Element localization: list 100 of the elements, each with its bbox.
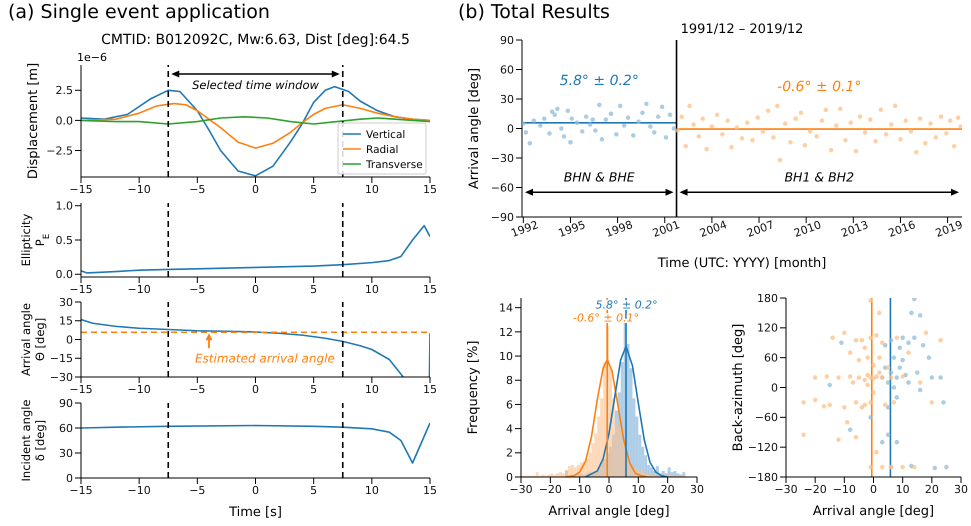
y-tick-label: −2.5 <box>46 144 73 158</box>
y-tick-label: 2 <box>506 446 513 460</box>
y-tick-label: −60 <box>490 181 514 194</box>
y-tick-label: 0.0 <box>56 268 73 282</box>
y-tick-label: 90 <box>500 34 514 47</box>
y-tick-label: −90 <box>490 210 514 224</box>
y-tick-label: 0.5 <box>56 234 73 247</box>
x-tick-label: 15 <box>423 382 437 396</box>
x-tick-label: 0 <box>252 182 259 196</box>
y-tick-label: 8 <box>506 374 513 388</box>
y-tick-label: 30 <box>59 296 73 309</box>
x-tick-label: 20 <box>924 482 939 496</box>
y-axis-title: Arrival angle [deg] <box>467 68 482 190</box>
y-tick-label: 0 <box>66 472 73 485</box>
x-tick-label: 1995 <box>556 218 588 240</box>
legend-label: Transverse <box>365 159 423 171</box>
y-tick-label: −180 <box>748 470 778 484</box>
y-tick-label: 180 <box>757 292 778 305</box>
y-tick-label: 0 <box>507 122 514 136</box>
x-tick-label: 15 <box>423 484 437 497</box>
x-tick-label: −20 <box>804 482 827 496</box>
y-tick-label: 60 <box>764 352 778 365</box>
text: -0.6° ± 0.1° <box>777 79 862 96</box>
x-tick-label: 10 <box>364 382 379 396</box>
x-tick-label: 2010 <box>792 218 824 240</box>
x-tick-label: 5 <box>310 282 318 296</box>
chart-subtitle: 1991/12 – 2019/12 <box>680 22 804 37</box>
y-tick-label: 4 <box>506 422 513 436</box>
chart-title: (b) Total Results <box>458 1 610 23</box>
y-axis-title: Frequency [%] <box>466 340 481 434</box>
annotation: Estimated arrival angle <box>194 351 335 366</box>
x-tick-label: 10 <box>364 182 379 196</box>
x-tick-label: 30 <box>690 482 704 496</box>
x-tick-label: 10 <box>364 282 379 296</box>
y-tick-label: 10 <box>499 350 513 363</box>
text: 5.8° ± 0.2° <box>560 72 639 89</box>
x-tick-label: 0 <box>870 482 877 496</box>
x-tick-label: −10 <box>568 482 592 496</box>
y-tick-label: 30 <box>500 92 514 106</box>
x-tick-label: 15 <box>423 182 437 196</box>
y-tick-label: 0.0 <box>56 114 73 128</box>
x-tick-label: −10 <box>128 282 151 296</box>
y-tick-label: −30 <box>50 370 73 384</box>
y-tick-label: −15 <box>50 352 73 366</box>
y-axis-title: Incident angle δ [deg] <box>19 400 47 482</box>
y-tick-label: 30 <box>59 446 73 460</box>
x-tick-label: 10 <box>631 482 646 496</box>
y-tick-label: 1.0 <box>56 200 73 213</box>
x-tick-label: 2013 <box>839 218 870 240</box>
x-tick-label: −10 <box>832 482 856 496</box>
y-tick-label: 90 <box>59 396 73 410</box>
annotation: BHN & BHE <box>564 170 635 185</box>
y-tick-label: 0 <box>66 333 73 346</box>
y-tick-label: 0 <box>506 470 513 484</box>
y-tick-label: 60 <box>59 422 73 435</box>
y-tick-label: 6 <box>506 398 513 412</box>
x-tick-label: 2019 <box>934 218 964 240</box>
annotation: BH1 & BH2 <box>784 170 854 185</box>
x-tick-label: 2004 <box>698 218 729 240</box>
y-tick-label: −120 <box>748 441 778 454</box>
x-tick-label: −5 <box>189 182 206 196</box>
y-tick-label: −30 <box>490 152 514 165</box>
x-tick-label: 0 <box>252 282 259 296</box>
chart-subtitle: CMTID: B012092C, Mw:6.63, Dist [deg]:64.5 <box>101 32 410 48</box>
y-axis-title: Displacement [m] <box>26 62 41 180</box>
y-tick-label: −60 <box>754 411 778 424</box>
text: 1e−6 <box>77 51 107 64</box>
y-tick-label: 2.5 <box>56 84 73 98</box>
x-tick-label: −10 <box>128 182 151 196</box>
y-tick-label: 60 <box>500 63 514 76</box>
x-tick-label: −30 <box>774 482 798 496</box>
x-tick-label: −20 <box>538 482 562 496</box>
x-tick-label: −10 <box>128 484 151 497</box>
x-tick-label: 1998 <box>604 218 634 240</box>
x-tick-label: 20 <box>660 482 675 496</box>
x-tick-label: 5 <box>310 182 318 196</box>
y-axis-title: Arrival angle Θ [deg] <box>19 303 47 376</box>
x-tick-label: 0 <box>606 482 612 496</box>
x-tick-label: 30 <box>954 482 968 496</box>
x-axis-title: Arrival angle [deg] <box>548 504 670 519</box>
x-tick-label: 5 <box>310 382 318 396</box>
x-axis-title: Time (UTC: YYYY) [month] <box>656 256 826 271</box>
chart-title: (a) Single event application <box>8 1 270 23</box>
x-tick-label: −5 <box>189 484 206 497</box>
y-tick-label: 14 <box>499 302 513 315</box>
x-tick-label: 15 <box>423 282 437 296</box>
x-tick-label: −5 <box>189 382 206 396</box>
x-tick-label: 0 <box>252 484 259 497</box>
y-tick-label: 12 <box>499 326 513 339</box>
x-tick-label: 10 <box>896 482 910 496</box>
annotation: Selected time window <box>192 78 320 92</box>
x-tick-label: 5 <box>310 484 318 497</box>
y-axis-title: Back-azimuth [deg] <box>731 324 746 452</box>
x-tick-label: 2001 <box>650 218 682 240</box>
x-axis-title: Time [s] <box>228 505 282 520</box>
y-tick-label: 120 <box>757 322 778 335</box>
x-tick-label: 0 <box>252 382 259 396</box>
legend-label: Radial <box>366 144 398 156</box>
y-tick-label: 15 <box>59 314 73 328</box>
x-tick-label: −10 <box>128 382 151 396</box>
